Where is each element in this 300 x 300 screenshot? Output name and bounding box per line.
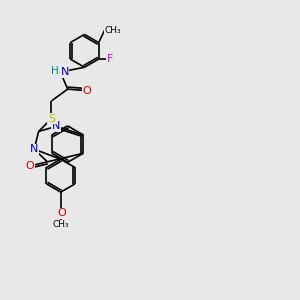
Text: O: O [58, 208, 67, 218]
Text: N: N [61, 67, 69, 77]
Text: S: S [48, 113, 55, 124]
Text: H: H [51, 66, 59, 76]
Text: O: O [26, 161, 34, 171]
Text: CH₃: CH₃ [104, 26, 121, 35]
Text: F: F [107, 54, 113, 64]
Text: N: N [30, 144, 38, 154]
Text: CH₃: CH₃ [52, 220, 69, 229]
Text: N: N [52, 122, 60, 131]
Text: O: O [82, 85, 91, 96]
